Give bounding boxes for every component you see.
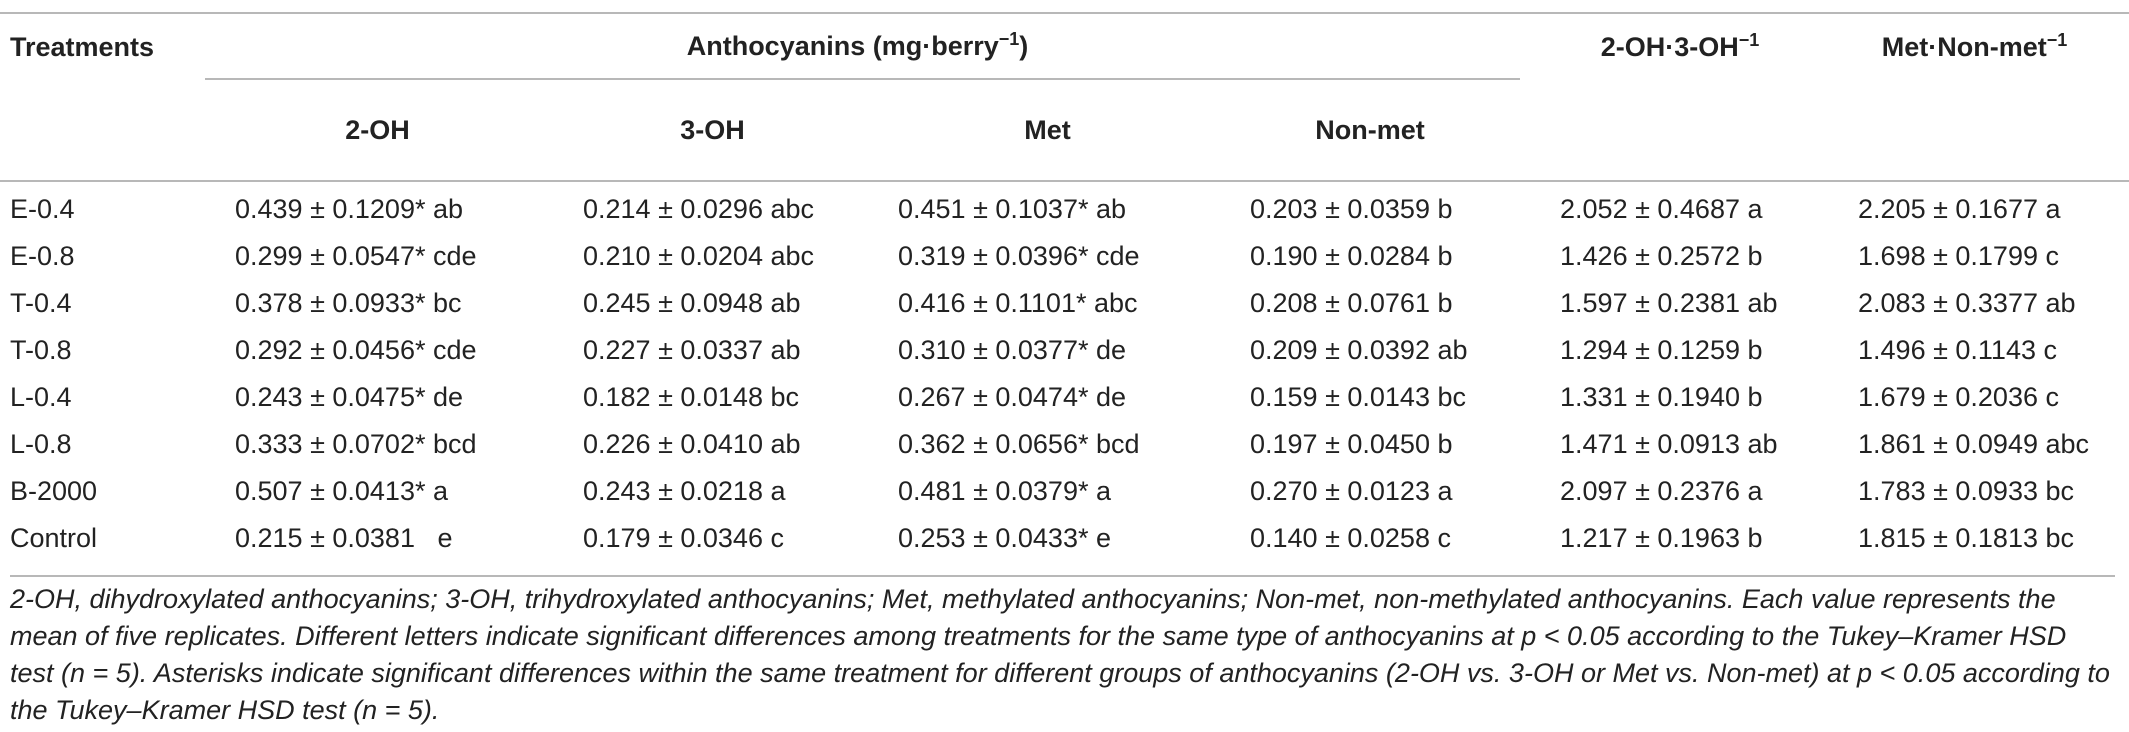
- cell-met: 0.253 ± 0.0433* e: [898, 523, 1111, 553]
- cell-treatment: T-0.4: [10, 288, 72, 318]
- cell-3oh: 0.243 ± 0.0218 a: [583, 476, 786, 506]
- cell-3oh: 0.210 ± 0.0204 abc: [583, 241, 815, 271]
- header-treatments: Treatments: [10, 32, 155, 62]
- cell-nonmet: 0.209 ± 0.0392 ab: [1250, 335, 1468, 365]
- cell-3oh: 0.214 ± 0.0296 abc: [583, 194, 815, 224]
- cell-met: 0.267 ± 0.0474* de: [898, 382, 1127, 412]
- cell-ratio-2oh-3oh: 2.052 ± 0.4687 a: [1560, 194, 1763, 224]
- header-row-1: Treatments Anthocyanins (mg·berry−1) 2-O…: [0, 13, 2129, 79]
- cell-nonmet: 0.203 ± 0.0359 b: [1250, 194, 1453, 224]
- cell-treatment: E-0.4: [10, 194, 75, 224]
- cell-ratio-2oh-3oh: 1.331 ± 0.1940 b: [1560, 382, 1763, 412]
- cell-3oh: 0.227 ± 0.0337 ab: [583, 335, 801, 365]
- cell-2oh: 0.215 ± 0.0381 e: [235, 523, 453, 553]
- cell-nonmet: 0.159 ± 0.0143 bc: [1250, 382, 1466, 412]
- subheader-nonmet: Non-met: [1220, 78, 1521, 181]
- table-footnote: 2-OH, dihydroxylated anthocyanins; 3-OH,…: [10, 575, 2115, 729]
- table-row: T-0.4 0.378 ± 0.0933* bc 0.245 ± 0.0948 …: [0, 280, 2129, 327]
- cell-ratio-2oh-3oh: 1.426 ± 0.2572 b: [1560, 241, 1763, 271]
- cell-nonmet: 0.190 ± 0.0284 b: [1250, 241, 1453, 271]
- cell-2oh: 0.507 ± 0.0413* a: [235, 476, 448, 506]
- cell-nonmet: 0.270 ± 0.0123 a: [1250, 476, 1453, 506]
- cell-ratio-2oh-3oh: 1.471 ± 0.0913 ab: [1560, 429, 1778, 459]
- cell-treatment: B-2000: [10, 476, 98, 506]
- cell-ratio-2oh-3oh: 2.097 ± 0.2376 a: [1560, 476, 1763, 506]
- cell-met: 0.310 ± 0.0377* de: [898, 335, 1127, 365]
- cell-ratio-met-nonmet: 2.083 ± 0.3377 ab: [1858, 288, 2076, 318]
- anthocyanins-table: Treatments Anthocyanins (mg·berry−1) 2-O…: [0, 12, 2129, 562]
- table-row: L-0.4 0.243 ± 0.0475* de 0.182 ± 0.0148 …: [0, 374, 2129, 421]
- cell-met: 0.481 ± 0.0379* a: [898, 476, 1111, 506]
- cell-ratio-met-nonmet: 1.679 ± 0.2036 c: [1858, 382, 2059, 412]
- subheader-met: Met: [875, 78, 1220, 181]
- cell-3oh: 0.226 ± 0.0410 ab: [583, 429, 801, 459]
- cell-treatment: T-0.8: [10, 335, 72, 365]
- cell-2oh: 0.333 ± 0.0702* bcd: [235, 429, 477, 459]
- cell-treatment: Control: [10, 523, 98, 553]
- cell-ratio-met-nonmet: 1.496 ± 0.1143 c: [1858, 335, 2057, 365]
- cell-2oh: 0.299 ± 0.0547* cde: [235, 241, 477, 271]
- cell-ratio-2oh-3oh: 1.294 ± 0.1259 b: [1560, 335, 1763, 365]
- table-row: E-0.4 0.439 ± 0.1209* ab 0.214 ± 0.0296 …: [0, 186, 2129, 233]
- cell-met: 0.362 ± 0.0656* bcd: [898, 429, 1140, 459]
- header-bottom-rule: [0, 180, 2129, 186]
- table-row: E-0.8 0.299 ± 0.0547* cde 0.210 ± 0.0204…: [0, 233, 2129, 280]
- cell-2oh: 0.378 ± 0.0933* bc: [235, 288, 462, 318]
- subheader-3oh: 3-OH: [550, 78, 875, 181]
- table-row: L-0.8 0.333 ± 0.0702* bcd 0.226 ± 0.0410…: [0, 421, 2129, 468]
- cell-2oh: 0.292 ± 0.0456* cde: [235, 335, 477, 365]
- header-ratio-met-nonmet: Met·Non-met−1: [1881, 30, 2068, 62]
- cell-treatment: L-0.8: [10, 429, 72, 459]
- cell-ratio-met-nonmet: 2.205 ± 0.1677 a: [1858, 194, 2061, 224]
- cell-3oh: 0.179 ± 0.0346 c: [583, 523, 784, 553]
- cell-2oh: 0.439 ± 0.1209* ab: [235, 194, 464, 224]
- table-row: T-0.8 0.292 ± 0.0456* cde 0.227 ± 0.0337…: [0, 327, 2129, 374]
- cell-met: 0.416 ± 0.1101* abc: [898, 288, 1138, 318]
- header-ratio-2oh-3oh: 2-OH·3-OH−1: [1600, 30, 1760, 62]
- cell-met: 0.451 ± 0.1037* ab: [898, 194, 1127, 224]
- subheader-2oh: 2-OH: [205, 78, 550, 181]
- cell-nonmet: 0.140 ± 0.0258 c: [1250, 523, 1451, 553]
- header-anthocyanins: Anthocyanins (mg·berry−1): [686, 28, 1029, 61]
- cell-ratio-2oh-3oh: 1.597 ± 0.2381 ab: [1560, 288, 1778, 318]
- cell-met: 0.319 ± 0.0396* cde: [898, 241, 1140, 271]
- cell-ratio-2oh-3oh: 1.217 ± 0.1963 b: [1560, 523, 1763, 553]
- cell-2oh: 0.243 ± 0.0475* de: [235, 382, 464, 412]
- cell-3oh: 0.182 ± 0.0148 bc: [583, 382, 799, 412]
- header-row-2: 2-OH 3-OH Met Non-met: [0, 78, 2129, 181]
- cell-treatment: L-0.4: [10, 382, 72, 412]
- cell-treatment: E-0.8: [10, 241, 75, 271]
- cell-ratio-met-nonmet: 1.861 ± 0.0949 abc: [1858, 429, 2090, 459]
- table-row: B-2000 0.507 ± 0.0413* a 0.243 ± 0.0218 …: [0, 468, 2129, 515]
- cell-3oh: 0.245 ± 0.0948 ab: [583, 288, 801, 318]
- cell-nonmet: 0.197 ± 0.0450 b: [1250, 429, 1453, 459]
- cell-ratio-met-nonmet: 1.815 ± 0.1813 bc: [1858, 523, 2075, 553]
- cell-ratio-met-nonmet: 1.783 ± 0.0933 bc: [1858, 476, 2075, 506]
- cell-ratio-met-nonmet: 1.698 ± 0.1799 c: [1858, 241, 2059, 271]
- cell-nonmet: 0.208 ± 0.0761 b: [1250, 288, 1453, 318]
- table-row: Control 0.215 ± 0.0381 e 0.179 ± 0.0346 …: [0, 515, 2129, 562]
